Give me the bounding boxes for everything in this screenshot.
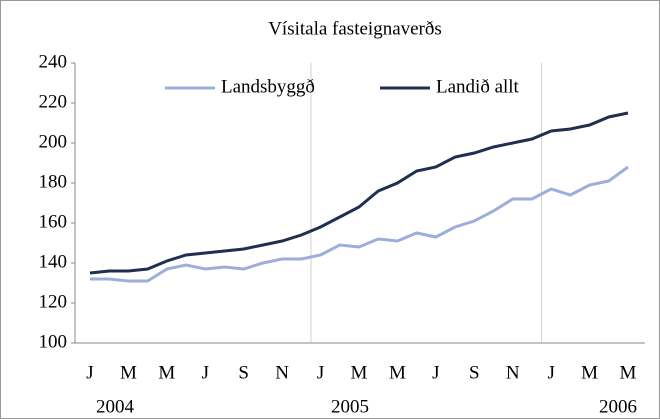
series-line	[89, 111, 629, 275]
y-tick-label: 180	[39, 171, 68, 192]
x-tick-label: S	[469, 362, 480, 383]
x-tick-label: J	[432, 362, 439, 383]
x-tick-label: M	[581, 362, 598, 383]
y-tick-label: 200	[39, 131, 68, 152]
y-tick-label: 160	[39, 211, 68, 232]
legend-label: Landið allt	[436, 76, 520, 97]
x-tick-label: M	[351, 362, 368, 383]
x-tick-label: M	[158, 362, 175, 383]
y-tick-label: 140	[39, 251, 68, 272]
x-tick-label: J	[202, 362, 209, 383]
x-tick-label: J	[317, 362, 324, 383]
x-tick-label: J	[547, 362, 554, 383]
x-tick-label: M	[120, 362, 137, 383]
year-label: 2005	[331, 396, 369, 417]
year-label: 2004	[96, 396, 135, 417]
x-tick-label: N	[275, 362, 289, 383]
y-tick-label: 220	[39, 91, 68, 112]
series-line	[90, 165, 629, 283]
legend-label: Landsbyggð	[221, 76, 315, 97]
y-tick-label: 120	[39, 291, 68, 312]
x-tick-label: S	[238, 362, 249, 383]
x-tick-label: N	[506, 362, 520, 383]
x-tick-label: M	[620, 362, 637, 383]
y-tick-label: 100	[39, 331, 68, 352]
chart-title: Vísitala fasteignaverðs	[268, 18, 442, 39]
x-tick-label: J	[86, 362, 93, 383]
y-tick-label: 240	[39, 51, 68, 72]
x-tick-label: M	[389, 362, 406, 383]
year-label: 2006	[599, 396, 637, 417]
